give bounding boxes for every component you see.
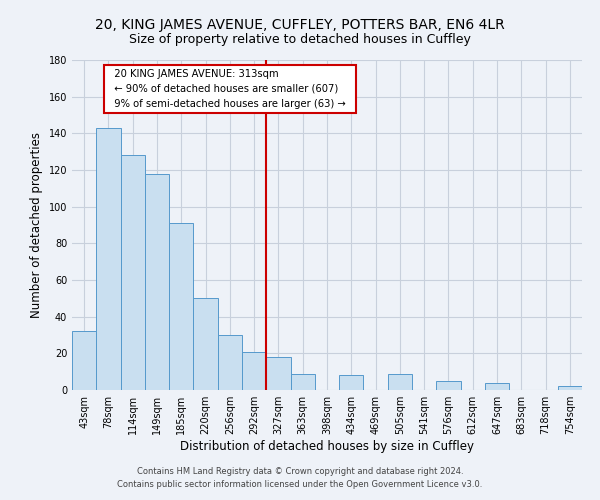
Bar bbox=[485, 382, 509, 390]
Bar bbox=[145, 174, 169, 390]
Text: Contains HM Land Registry data © Crown copyright and database right 2024.
Contai: Contains HM Land Registry data © Crown c… bbox=[118, 468, 482, 489]
Bar bbox=[96, 128, 121, 390]
Bar bbox=[121, 156, 145, 390]
Bar bbox=[558, 386, 582, 390]
Bar bbox=[242, 352, 266, 390]
Bar bbox=[266, 357, 290, 390]
Bar bbox=[436, 381, 461, 390]
Bar bbox=[388, 374, 412, 390]
Text: Size of property relative to detached houses in Cuffley: Size of property relative to detached ho… bbox=[129, 32, 471, 46]
Text: 20, KING JAMES AVENUE, CUFFLEY, POTTERS BAR, EN6 4LR: 20, KING JAMES AVENUE, CUFFLEY, POTTERS … bbox=[95, 18, 505, 32]
Bar bbox=[72, 332, 96, 390]
X-axis label: Distribution of detached houses by size in Cuffley: Distribution of detached houses by size … bbox=[180, 440, 474, 453]
Bar bbox=[169, 223, 193, 390]
Bar bbox=[339, 376, 364, 390]
Bar bbox=[218, 335, 242, 390]
Y-axis label: Number of detached properties: Number of detached properties bbox=[30, 132, 43, 318]
Bar bbox=[193, 298, 218, 390]
Bar bbox=[290, 374, 315, 390]
Text: 20 KING JAMES AVENUE: 313sqm
  ← 90% of detached houses are smaller (607)
  9% o: 20 KING JAMES AVENUE: 313sqm ← 90% of de… bbox=[109, 69, 352, 109]
